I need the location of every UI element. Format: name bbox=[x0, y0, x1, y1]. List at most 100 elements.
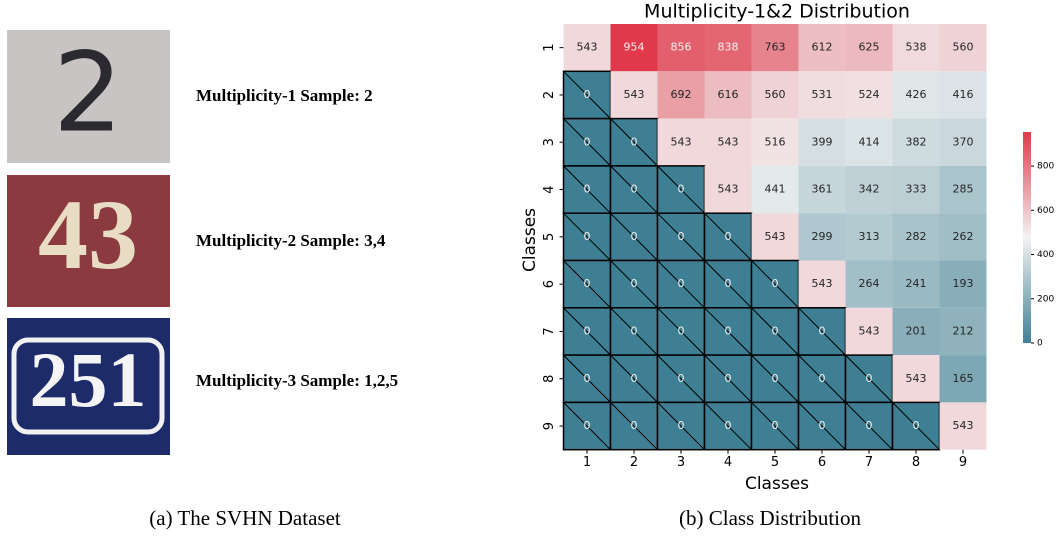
cell-label: 0 bbox=[631, 277, 638, 290]
cell-label: 954 bbox=[624, 41, 645, 54]
cell-label: 0 bbox=[678, 230, 685, 243]
cell-diagonal bbox=[845, 402, 893, 451]
heatmap-cell bbox=[892, 71, 940, 119]
cell-diagonal bbox=[657, 212, 705, 261]
cell-label: 0 bbox=[866, 372, 873, 385]
cell-label: 262 bbox=[953, 230, 974, 243]
cell-label: 543 bbox=[671, 135, 692, 148]
cell-label: 543 bbox=[953, 419, 974, 432]
heatmap-cell bbox=[751, 24, 799, 72]
heatmap-cell bbox=[845, 118, 893, 166]
heatmap-cell bbox=[845, 71, 893, 119]
cell-label: 543 bbox=[812, 277, 833, 290]
cell-diagonal bbox=[610, 402, 658, 451]
heatmap-cell bbox=[939, 24, 987, 72]
cell-diagonal bbox=[798, 354, 846, 403]
cell-label: 0 bbox=[725, 372, 732, 385]
heatmap-cell bbox=[798, 260, 846, 308]
caption: (b) Class Distribution bbox=[679, 506, 861, 530]
cell-label: 0 bbox=[678, 372, 685, 385]
cell-label: 543 bbox=[718, 135, 739, 148]
cell-label: 0 bbox=[819, 372, 826, 385]
heatmap-cell bbox=[892, 165, 940, 214]
cell-label: 543 bbox=[906, 372, 927, 385]
cell-diagonal bbox=[704, 354, 752, 403]
cell-label: 0 bbox=[819, 419, 826, 432]
cell-diagonal bbox=[610, 354, 658, 403]
cell-label: 543 bbox=[859, 324, 880, 337]
cell-label: 524 bbox=[859, 88, 880, 101]
cell-label: 543 bbox=[624, 88, 645, 101]
cell-label: 299 bbox=[812, 230, 833, 243]
cell-label: 0 bbox=[584, 135, 591, 148]
y-tick-label: 1 bbox=[542, 44, 557, 52]
y-tick-label: 4 bbox=[542, 185, 557, 193]
cell-label: 165 bbox=[953, 372, 974, 385]
heatmap-cell bbox=[704, 118, 752, 166]
y-tick-label: 2 bbox=[542, 91, 557, 99]
cell-diagonal bbox=[563, 260, 611, 309]
x-tick-label: 2 bbox=[630, 455, 638, 470]
cell-label: 342 bbox=[859, 183, 880, 196]
cell-label: 0 bbox=[866, 419, 873, 432]
cell-diagonal bbox=[563, 307, 611, 356]
cell-label: 0 bbox=[725, 324, 732, 337]
cell-diagonal bbox=[563, 165, 611, 214]
cell-label: 370 bbox=[953, 135, 974, 148]
sample-digits: 2 bbox=[53, 28, 123, 156]
cell-label: 0 bbox=[631, 135, 638, 148]
heatmap-cell bbox=[939, 307, 987, 356]
cell-label: 0 bbox=[584, 372, 591, 385]
cell-label: 0 bbox=[631, 419, 638, 432]
cell-label: 382 bbox=[906, 135, 927, 148]
cell-diagonal bbox=[704, 260, 752, 309]
heatmap-cell bbox=[892, 260, 940, 308]
cell-label: 0 bbox=[913, 419, 920, 432]
y-tick-label: 8 bbox=[542, 375, 557, 383]
heatmap-cell bbox=[657, 118, 705, 166]
cell-label: 612 bbox=[812, 41, 833, 54]
cell-diagonal bbox=[704, 212, 752, 261]
cell-label: 441 bbox=[765, 183, 786, 196]
heatmap-cell bbox=[845, 24, 893, 72]
cell-label: 193 bbox=[953, 277, 974, 290]
y-tick-label: 5 bbox=[542, 233, 557, 241]
x-tick-label: 9 bbox=[959, 455, 967, 470]
cell-label: 0 bbox=[678, 277, 685, 290]
heatmap-cell bbox=[939, 260, 987, 308]
cell-label: 212 bbox=[953, 324, 974, 337]
heatmap-cell bbox=[939, 165, 987, 214]
heatmap-cell bbox=[892, 307, 940, 356]
cell-diagonal bbox=[845, 354, 893, 403]
cell-diagonal bbox=[657, 402, 705, 451]
heatmap-cell bbox=[798, 24, 846, 72]
cell-label: 201 bbox=[906, 324, 927, 337]
cell-label: 560 bbox=[953, 41, 974, 54]
cell-label: 0 bbox=[772, 277, 779, 290]
heatmap-cell bbox=[751, 71, 799, 119]
y-tick-label: 9 bbox=[542, 422, 557, 430]
cell-diagonal bbox=[798, 402, 846, 451]
cell-label: 625 bbox=[859, 41, 880, 54]
heatmap-cell bbox=[704, 24, 752, 72]
cell-diagonal bbox=[657, 354, 705, 403]
cell-label: 0 bbox=[725, 230, 732, 243]
cell-diagonal bbox=[657, 165, 705, 214]
heatmap-cell bbox=[939, 213, 987, 261]
cell-label: 0 bbox=[819, 324, 826, 337]
sample-digits: 43 bbox=[38, 179, 138, 290]
cell-label: 416 bbox=[953, 88, 974, 101]
cell-label: 0 bbox=[584, 230, 591, 243]
x-tick-label: 6 bbox=[818, 455, 826, 470]
heatmap-cell bbox=[657, 24, 705, 72]
colorbar bbox=[1023, 132, 1031, 343]
cell-label: 0 bbox=[584, 419, 591, 432]
cell-label: 560 bbox=[765, 88, 786, 101]
cell-label: 543 bbox=[718, 183, 739, 196]
x-tick-label: 7 bbox=[865, 455, 873, 470]
heatmap-cell bbox=[892, 213, 940, 261]
cell-label: 838 bbox=[718, 41, 739, 54]
colorbar-tick-label: 800 bbox=[1037, 162, 1054, 172]
heatmap-cell bbox=[845, 260, 893, 308]
